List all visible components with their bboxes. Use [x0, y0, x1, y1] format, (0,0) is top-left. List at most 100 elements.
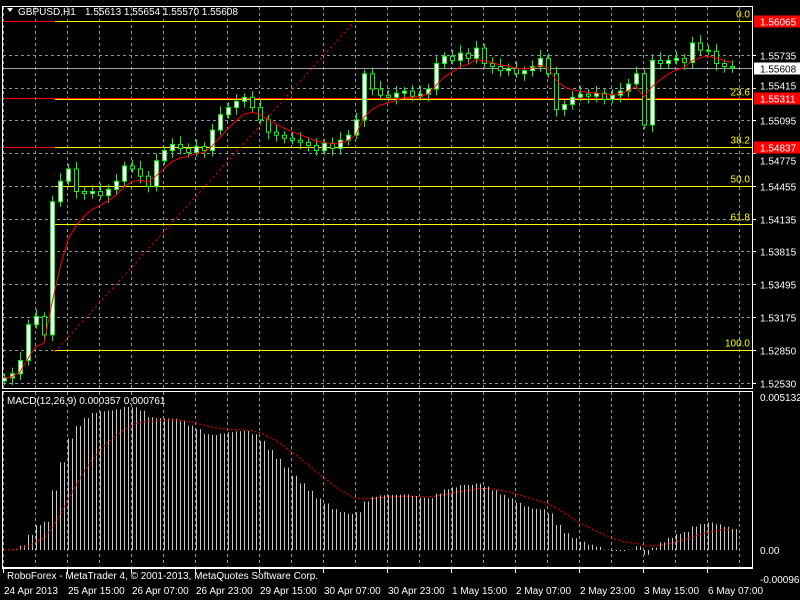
- time-axis-labels: 24 Apr 2013 25 Apr 15:00 26 Apr 07:00 26 Ap…: [3, 568, 763, 597]
- price-label-bg: [754, 15, 800, 28]
- candle-body: [114, 180, 119, 190]
- ohlc-values: 1.55613 1.55654 1.55570 1.55608: [85, 7, 238, 18]
- candle-body: [410, 90, 415, 97]
- candle-body: [514, 68, 519, 75]
- candle-body: [306, 141, 311, 146]
- candle-body: [194, 145, 199, 154]
- candle-body: [482, 47, 487, 64]
- candle-body: [602, 92, 607, 100]
- candle-body: [50, 201, 55, 336]
- candle-body: [466, 52, 471, 59]
- fib-level-label: 100.0: [725, 339, 750, 350]
- time-tick-label: 24 Apr 2013: [4, 586, 58, 597]
- candle-body: [386, 94, 391, 98]
- candle-body: [570, 96, 575, 105]
- candle-body: [698, 42, 703, 51]
- price-label-bg: [754, 92, 800, 105]
- candle-body: [226, 107, 231, 116]
- candle-body: [538, 57, 543, 68]
- candle-body: [26, 324, 31, 361]
- candle-body: [402, 90, 407, 94]
- price-tick-label: 1.53175: [760, 314, 797, 325]
- candle-body: [650, 59, 655, 126]
- candle-body: [298, 139, 303, 143]
- candle-body: [338, 139, 343, 149]
- candle-body: [354, 119, 359, 136]
- candle-body: [634, 73, 639, 85]
- time-tick-label: 30 Apr 23:00: [388, 586, 445, 597]
- time-tick-label: 30 Apr 07:00: [324, 586, 381, 597]
- fibonacci-retracement[interactable]: 0.0 23.6 38.2 50.0 61.8 100.0: [55, 10, 752, 351]
- horizontal-line-price: 1.55311: [760, 95, 796, 106]
- candles: [2, 34, 735, 386]
- candle-body: [554, 73, 559, 111]
- candle-body: [218, 114, 223, 131]
- bid-price-label: 1.55608: [760, 65, 797, 76]
- candle-body: [130, 165, 135, 170]
- candle-body: [282, 134, 287, 139]
- candle-body: [266, 119, 271, 133]
- price-tick-label: 1.52850: [760, 347, 797, 358]
- candle-body: [722, 62, 727, 68]
- candle-body: [706, 49, 711, 52]
- candle-body: [178, 143, 183, 149]
- price-axis[interactable]: 1.55735 1.55415 1.55095 1.54775 1.54455 1.541…: [752, 15, 800, 391]
- candle-body: [674, 57, 679, 61]
- fib-level-label: 38.2: [731, 136, 751, 147]
- price-tick-label: 1.53815: [760, 248, 797, 259]
- candle-body: [642, 73, 647, 126]
- candle-body: [434, 62, 439, 90]
- candle-body: [202, 145, 207, 152]
- candle-body: [458, 52, 463, 61]
- candle-body: [234, 100, 239, 109]
- candle-body: [578, 93, 583, 98]
- candle-body: [90, 191, 95, 195]
- candle-body: [450, 55, 455, 61]
- candle-body: [394, 92, 399, 98]
- candle-body: [490, 62, 495, 68]
- time-tick-label: 6 May 07:00: [708, 586, 763, 597]
- price-tick-label: 1.54135: [760, 216, 797, 227]
- candle-body: [74, 168, 79, 193]
- candle-body: [106, 188, 111, 197]
- candle-body: [170, 143, 175, 152]
- candle-body: [98, 191, 103, 197]
- price-label-bg: [754, 141, 800, 154]
- candle-body: [250, 96, 255, 109]
- macd-tick-label: 0.005132: [760, 393, 800, 404]
- horizontal-line-price: 1.56065: [760, 18, 797, 29]
- candle-body: [82, 191, 87, 195]
- horizontal-lines[interactable]: [3, 21, 752, 148]
- dropdown-triangle-icon[interactable]: [7, 8, 13, 12]
- macd-pane-frame: [2, 391, 753, 568]
- price-tick-label: 1.52530: [760, 380, 797, 391]
- candle-body: [610, 94, 615, 100]
- macd-tick-label: 0.00: [760, 546, 780, 557]
- fib-level-label: 23.6: [731, 88, 751, 99]
- candle-body: [506, 68, 511, 72]
- time-tick-label: 29 Apr 15:00: [260, 586, 317, 597]
- fib-level-label: 61.8: [731, 213, 751, 224]
- time-tick-label: 3 May 15:00: [644, 586, 699, 597]
- time-tick-label: 1 May 15:00: [452, 586, 507, 597]
- candle-body: [522, 70, 527, 75]
- candle-body: [34, 315, 39, 326]
- price-tick-label: 1.54775: [760, 157, 797, 168]
- symbol-label: GBPUSD,H1: [18, 7, 76, 18]
- fib-level-label: 0.0: [736, 10, 750, 21]
- candle-body: [586, 93, 591, 97]
- price-tick-label: 1.55415: [760, 82, 797, 93]
- candle-body: [242, 96, 247, 102]
- candle-body: [442, 55, 447, 64]
- candle-body: [474, 47, 479, 59]
- fib-level-label: 50.0: [731, 175, 751, 186]
- macd-signal-line: [3, 419, 733, 551]
- candle-body: [122, 165, 127, 182]
- candle-body: [682, 57, 687, 63]
- price-tick-label: 1.53495: [760, 281, 797, 292]
- candle-body: [562, 103, 567, 111]
- candle-body: [666, 59, 671, 64]
- candle-body: [690, 42, 695, 63]
- price-tick-label: 1.55095: [760, 117, 797, 128]
